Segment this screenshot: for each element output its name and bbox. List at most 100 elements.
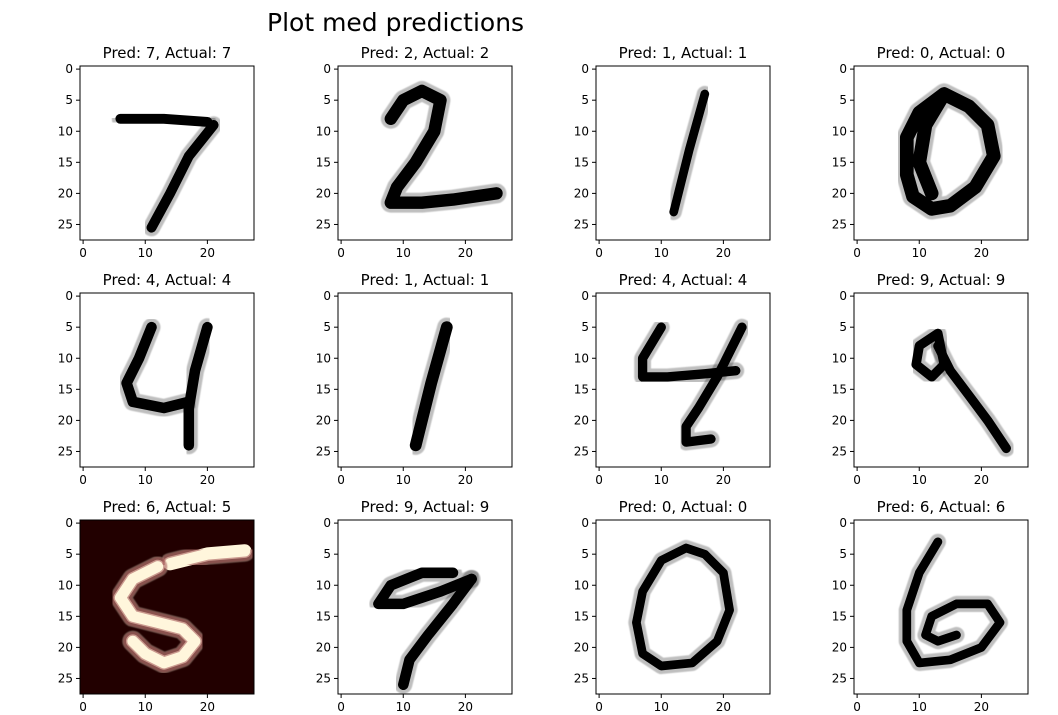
panel-title: Pred: 9, Actual: 9 (361, 498, 490, 516)
x-tick-label: 20 (458, 246, 473, 260)
digit-stroke (115, 113, 213, 127)
axes-frame (79, 519, 255, 695)
x-tick-label: 10 (912, 473, 927, 487)
x-tick-label: 0 (79, 700, 87, 714)
x-tick-label: 20 (974, 246, 989, 260)
x-tick-label: 10 (654, 700, 669, 714)
x-tick-label: 0 (337, 246, 345, 260)
digit-panel: Pred: 6, Actual: 6 0 10 20 0 5 10 15 20 25 (832, 498, 1029, 714)
x-tick-label: 0 (337, 700, 345, 714)
axes-frame (337, 292, 513, 468)
axes-frame (595, 292, 771, 468)
digit-image-background (338, 520, 512, 694)
digit-stroke (409, 321, 453, 452)
x-tick-label: 10 (396, 700, 411, 714)
digit-panel: Pred: 9, Actual: 9 0 10 20 0 5 10 15 20 25 (832, 271, 1029, 487)
panel-title: Pred: 6, Actual: 6 (877, 498, 1006, 516)
y-tick-label: 5 (839, 93, 847, 107)
y-tick-label: 0 (581, 62, 589, 76)
digit-stroke (121, 321, 195, 414)
digit-stroke (632, 543, 734, 671)
y-tick-label: 5 (581, 547, 589, 561)
panel-title: Pred: 6, Actual: 5 (103, 498, 232, 516)
y-tick-label: 10 (574, 124, 589, 138)
x-tick-label: 0 (337, 473, 345, 487)
digit-stroke (899, 87, 1001, 216)
x-tick-label: 20 (200, 246, 215, 260)
y-tick-label: 15 (58, 155, 73, 169)
x-tick-label: 20 (200, 473, 215, 487)
y-tick-label: 10 (832, 351, 847, 365)
digit-panel: Pred: 6, Actual: 5 0 10 20 0 5 10 15 20 25 (58, 498, 255, 714)
panel-title: Pred: 7, Actual: 7 (103, 44, 232, 62)
digit-stroke (902, 537, 1005, 668)
y-tick-label: 15 (316, 382, 331, 396)
x-tick-label: 10 (654, 246, 669, 260)
y-tick-label: 25 (574, 217, 589, 231)
y-tick-label: 20 (58, 640, 73, 654)
y-tick-label: 15 (832, 155, 847, 169)
digit-panel: Pred: 0, Actual: 0 0 10 20 0 5 10 15 20 25 (574, 498, 771, 714)
axes-frame (853, 65, 1029, 241)
x-tick-label: 10 (654, 473, 669, 487)
x-tick-label: 20 (974, 473, 989, 487)
y-tick-label: 20 (832, 413, 847, 427)
y-tick-label: 10 (58, 351, 73, 365)
x-tick-label: 10 (396, 246, 411, 260)
digit-stroke (183, 321, 213, 451)
y-tick-label: 20 (58, 186, 73, 200)
digit-panel: Pred: 0, Actual: 0 0 10 20 0 5 10 15 20 25 (832, 44, 1029, 260)
y-tick-label: 20 (832, 640, 847, 654)
y-tick-label: 15 (58, 609, 73, 623)
digit-stroke (398, 573, 477, 690)
y-tick-label: 0 (581, 289, 589, 303)
y-tick-label: 25 (316, 671, 331, 685)
y-tick-label: 10 (316, 578, 331, 592)
digit-panel: Pred: 2, Actual: 2 0 10 20 0 5 10 15 20 25 (316, 44, 513, 260)
y-tick-label: 20 (316, 640, 331, 654)
x-tick-label: 10 (138, 246, 153, 260)
x-tick-label: 20 (458, 700, 473, 714)
digit-panel: Pred: 9, Actual: 9 0 10 20 0 5 10 15 20 25 (316, 498, 513, 714)
x-tick-label: 0 (79, 246, 87, 260)
x-tick-label: 10 (912, 700, 927, 714)
y-tick-label: 10 (574, 578, 589, 592)
digit-stroke (373, 567, 477, 610)
x-tick-label: 0 (853, 246, 861, 260)
y-tick-label: 20 (316, 413, 331, 427)
panel-title: Pred: 1, Actual: 1 (619, 44, 748, 62)
axes-frame (337, 519, 513, 695)
x-tick-label: 0 (595, 246, 603, 260)
axes-frame (595, 65, 771, 241)
y-tick-label: 20 (316, 186, 331, 200)
digit-panel: Pred: 7, Actual: 7 0 10 20 0 5 10 15 20 25 (58, 44, 255, 260)
y-tick-label: 25 (832, 217, 847, 231)
y-tick-label: 0 (323, 289, 331, 303)
axes-frame (79, 292, 255, 468)
y-tick-label: 20 (832, 186, 847, 200)
y-tick-label: 0 (839, 289, 847, 303)
y-tick-label: 5 (323, 93, 331, 107)
x-tick-label: 0 (853, 700, 861, 714)
digit-panel: Pred: 1, Actual: 1 0 10 20 0 5 10 15 20 25 (574, 44, 771, 260)
axes-frame (595, 519, 771, 695)
y-tick-label: 0 (581, 516, 589, 530)
y-tick-label: 25 (574, 671, 589, 685)
y-tick-label: 0 (839, 516, 847, 530)
y-tick-label: 0 (65, 289, 73, 303)
axes-frame (853, 292, 1029, 468)
digit-panel: Pred: 4, Actual: 4 0 10 20 0 5 10 15 20 25 (58, 271, 255, 487)
y-tick-label: 15 (316, 609, 331, 623)
y-tick-label: 5 (65, 547, 73, 561)
y-tick-label: 10 (316, 124, 331, 138)
digit-stroke (384, 84, 503, 209)
y-tick-label: 0 (839, 62, 847, 76)
y-tick-label: 0 (323, 516, 331, 530)
panel-title: Pred: 4, Actual: 4 (103, 271, 232, 289)
y-tick-label: 5 (581, 93, 589, 107)
digit-stroke (146, 120, 219, 233)
digit-stroke (114, 561, 201, 669)
y-tick-label: 25 (58, 217, 73, 231)
y-tick-label: 25 (316, 217, 331, 231)
y-tick-label: 5 (323, 320, 331, 334)
